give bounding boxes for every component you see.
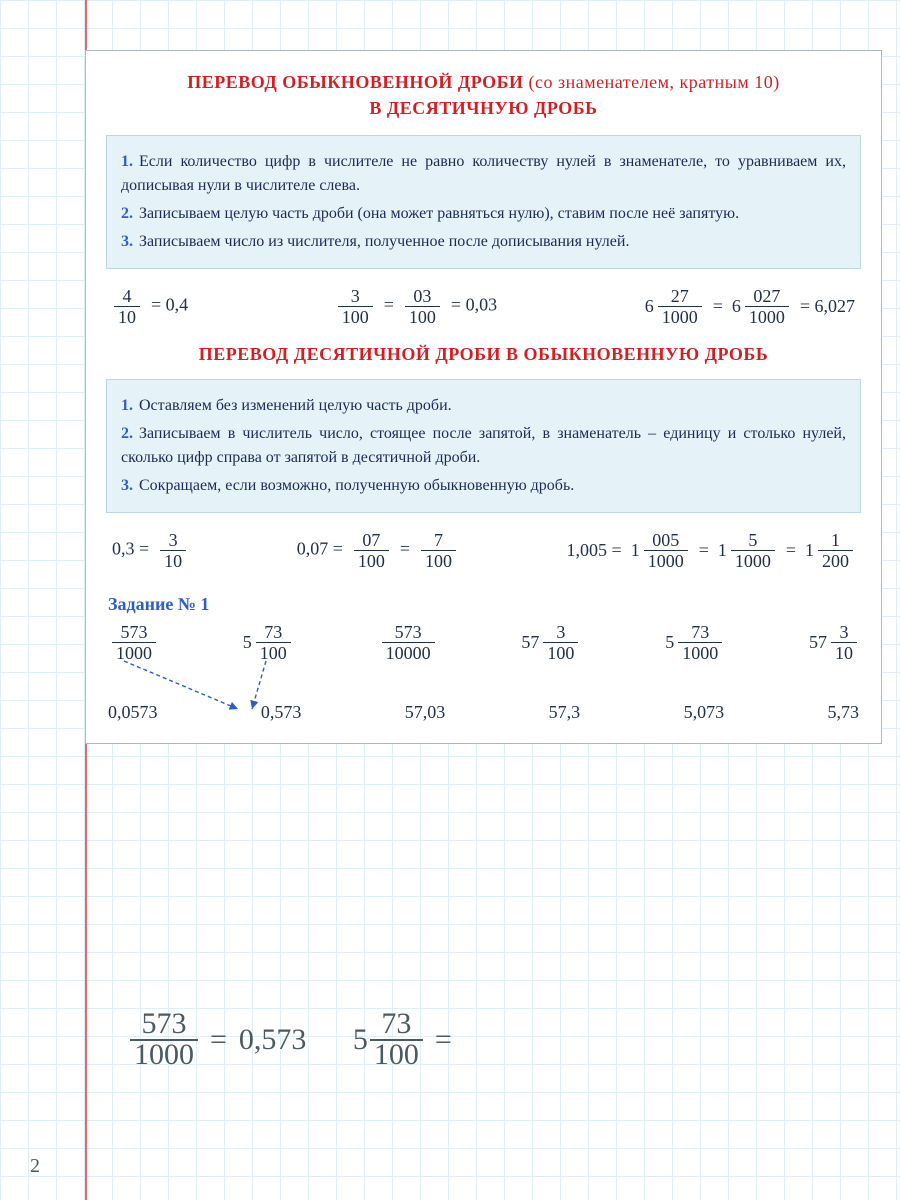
rule2-2: 2.Записываем в числитель число, стоящее … bbox=[121, 422, 846, 470]
ans-5: 5,073 bbox=[684, 702, 725, 723]
rule2-1: 1.Оставляем без изменений целую часть др… bbox=[121, 394, 846, 418]
task-frac-2: 573100 bbox=[243, 623, 293, 662]
ans-4: 57,3 bbox=[549, 702, 581, 723]
title-strong: ПЕРЕВОД ОБЫКНОВЕННОЙ ДРОБИ bbox=[187, 72, 528, 92]
task-area: 5731000 573100 57310000 573100 5731000 5… bbox=[106, 623, 861, 723]
rule-1: 1.Если количество цифр в числителе не ра… bbox=[121, 150, 846, 198]
ans-1: 0,0573 bbox=[108, 702, 158, 723]
task-frac-4: 573100 bbox=[521, 623, 580, 662]
hand-res-a: 0,573 bbox=[239, 1023, 307, 1057]
section1-title: ПЕРЕВОД ОБЫКНОВЕННОЙ ДРОБИ (со знаменате… bbox=[106, 69, 861, 121]
ex1a: 410 = 0,4 bbox=[112, 287, 188, 326]
rules-box-2: 1.Оставляем без изменений целую часть др… bbox=[106, 379, 861, 513]
task-label: Задание № 1 bbox=[108, 594, 861, 615]
ex1b: 3100 = 03100 = 0,03 bbox=[336, 287, 497, 326]
title-paren: (со знаменателем, кратным 10) bbox=[529, 72, 780, 92]
ex2a: 0,3 = 310 bbox=[112, 531, 188, 570]
ex1c: 6271000 = 60271000 = 6,027 bbox=[645, 287, 855, 326]
reference-card: ПЕРЕВОД ОБЫКНОВЕННОЙ ДРОБИ (со знаменате… bbox=[85, 50, 882, 744]
rule-2: 2.Записываем целую часть дроби (она може… bbox=[121, 202, 846, 226]
task-frac-6: 57310 bbox=[809, 623, 859, 662]
title-line2: В ДЕСЯТИЧНУЮ ДРОБЬ bbox=[369, 98, 597, 118]
ex2b: 0,07 = 07100 = 7100 bbox=[297, 531, 458, 570]
ex2c: 1,005 = 10051000 = 151000 = 11200 bbox=[567, 531, 855, 570]
task-answers-row: 0,0573 0,573 57,03 57,3 5,073 5,73 bbox=[106, 702, 861, 723]
task-frac-3: 57310000 bbox=[378, 623, 437, 662]
task-fractions-row: 5731000 573100 57310000 573100 5731000 5… bbox=[106, 623, 861, 662]
hand-eq-b: = bbox=[435, 1023, 452, 1057]
task-frac-5: 5731000 bbox=[665, 623, 724, 662]
rule-3: 3.Записываем число из числителя, получен… bbox=[121, 230, 846, 254]
examples-row-2: 0,3 = 310 0,07 = 07100 = 7100 1,005 = 10… bbox=[106, 525, 861, 580]
rule2-3: 3.Сокращаем, если возможно, полученную о… bbox=[121, 474, 846, 498]
ans-2: 0,573 bbox=[261, 702, 302, 723]
ans-3: 57,03 bbox=[405, 702, 446, 723]
hand-frac-a: 5731000 bbox=[130, 1010, 198, 1069]
task-frac-1: 5731000 bbox=[108, 623, 158, 662]
examples-row-1: 410 = 0,4 3100 = 03100 = 0,03 6271000 = … bbox=[106, 281, 861, 336]
hand-frac-b: 573100 bbox=[353, 1010, 423, 1069]
ans-6: 5,73 bbox=[827, 702, 859, 723]
section2-title: ПЕРЕВОД ДЕСЯТИЧНОЙ ДРОБИ В ОБЫКНОВЕННУЮ … bbox=[106, 344, 861, 365]
rules-box-1: 1.Если количество цифр в числителе не ра… bbox=[106, 135, 861, 269]
page-number: 2 bbox=[30, 1155, 40, 1178]
hand-eq-a: = bbox=[210, 1023, 227, 1057]
handwriting-line: 5731000 = 0,573 573100 = bbox=[130, 1010, 452, 1069]
